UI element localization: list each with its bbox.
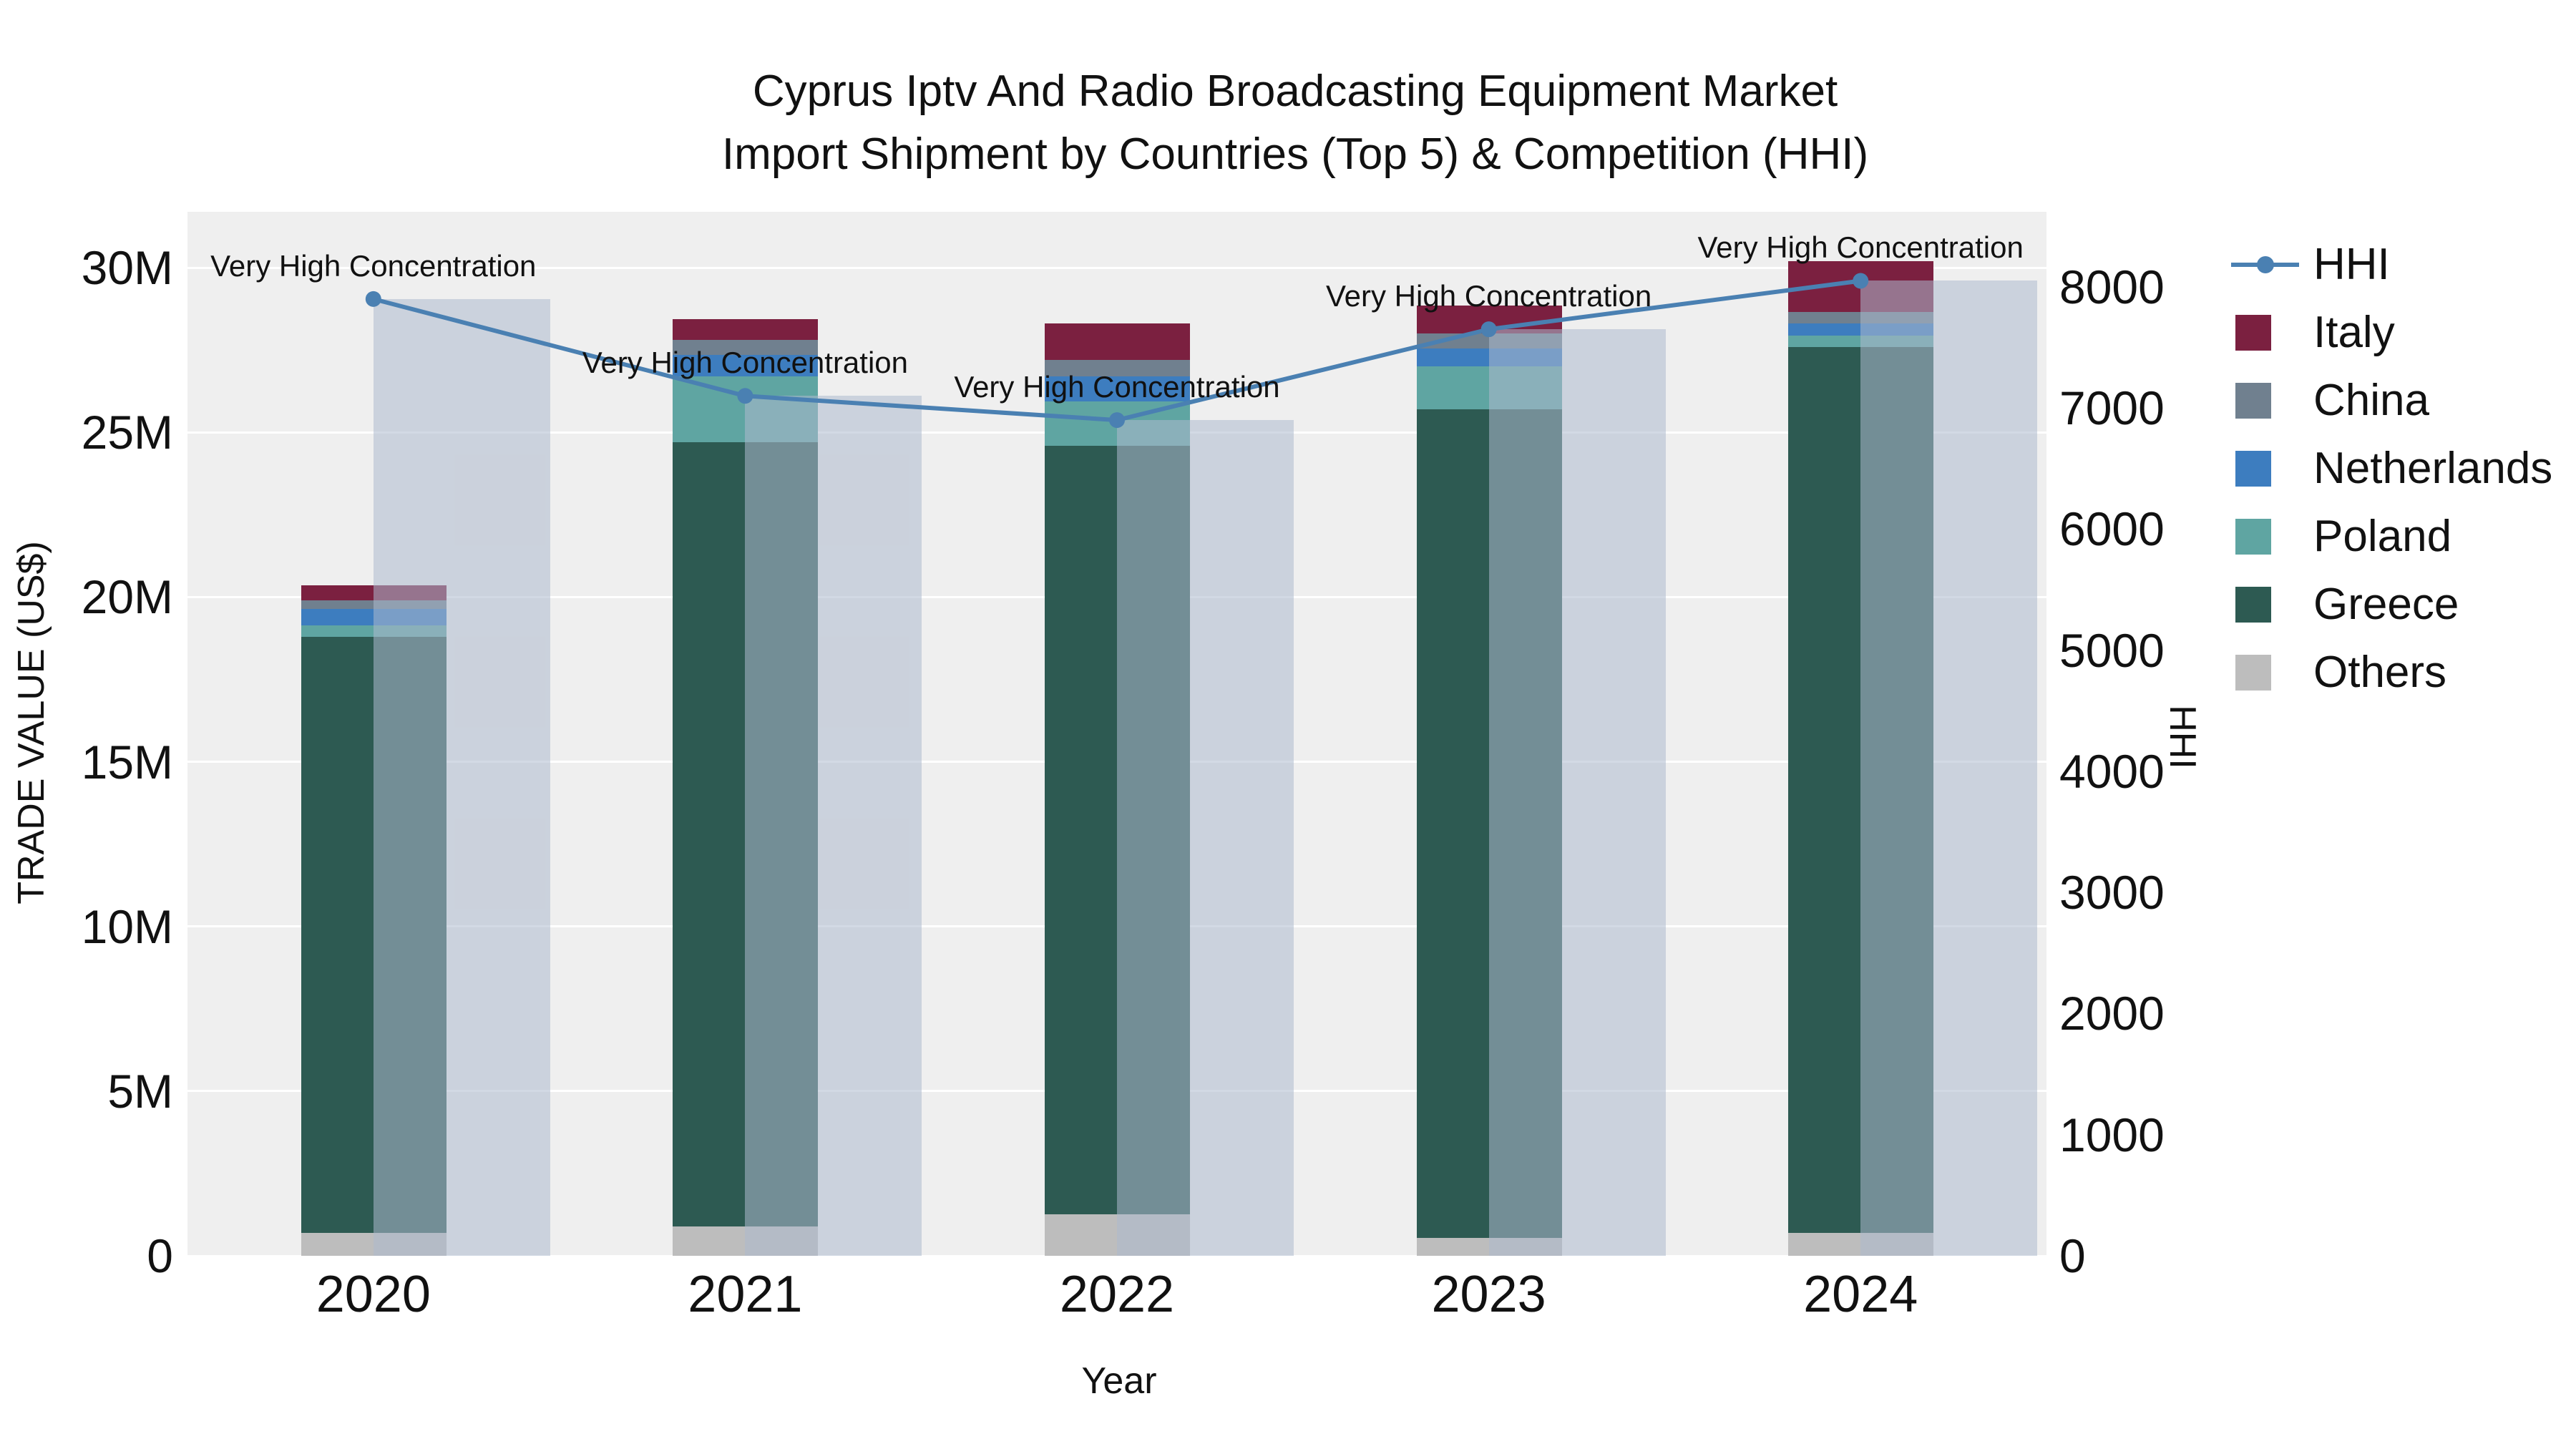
- hhi-line-sample: [2231, 246, 2306, 283]
- x-axis-tick: 2023: [1431, 1266, 1546, 1323]
- x-axis-tick: 2024: [1803, 1266, 1918, 1323]
- hhi-bar[interactable]: [745, 396, 922, 1256]
- legend: HHI Italy China Netherlands Poland Greece Othe…: [2231, 230, 2552, 706]
- right-axis-title: HHI: [2162, 705, 2203, 769]
- y-axis-tick-left: 25M: [81, 406, 173, 459]
- bar-segment-netherlands[interactable]: [1045, 376, 1190, 401]
- bar-segment-china[interactable]: [673, 340, 819, 356]
- legend-color-swatch: [2235, 586, 2271, 623]
- y-axis-tick-right: 7000: [2059, 381, 2165, 435]
- legend-swatch-greece: [2231, 586, 2306, 623]
- legend-label: Poland: [2313, 512, 2452, 561]
- hhi-annotation: Very High Concentration: [210, 248, 537, 283]
- legend-label: Others: [2313, 648, 2447, 697]
- y-axis-tick-left: 15M: [81, 735, 173, 789]
- hhi-marker[interactable]: [1853, 273, 1869, 289]
- legend-color-swatch: [2235, 518, 2271, 555]
- y-axis-tick-left: 20M: [81, 570, 173, 624]
- grid-line: [187, 1254, 2046, 1257]
- y-axis-tick-right: 1000: [2059, 1108, 2165, 1161]
- legend-swatch-poland: [2231, 518, 2306, 555]
- x-axis-tick: 2021: [688, 1266, 803, 1323]
- legend-label: China: [2313, 376, 2429, 425]
- y-axis-tick-right: 6000: [2059, 502, 2165, 556]
- x-axis-tick: 2020: [316, 1266, 431, 1323]
- y-axis-tick-right: 4000: [2059, 744, 2165, 798]
- legend-label: Italy: [2313, 308, 2395, 357]
- hhi-bar[interactable]: [1860, 280, 2038, 1256]
- legend-color-swatch: [2235, 450, 2271, 487]
- chart-title-line2: Import Shipment by Countries (Top 5) & C…: [721, 130, 1869, 179]
- grid-line: [187, 266, 2046, 269]
- x-axis-tick: 2022: [1059, 1266, 1175, 1323]
- legend-swatch-china: [2231, 382, 2306, 419]
- legend-item-others[interactable]: Others: [2231, 638, 2552, 706]
- legend-label: Greece: [2313, 580, 2459, 629]
- bar-segment-netherlands[interactable]: [673, 355, 819, 377]
- y-axis-tick-left: 0: [147, 1229, 173, 1282]
- legend-item-netherlands[interactable]: Netherlands: [2231, 434, 2552, 502]
- y-axis-tick-right: 3000: [2059, 866, 2165, 919]
- hhi-marker[interactable]: [1480, 321, 1497, 338]
- legend-item-poland[interactable]: Poland: [2231, 502, 2552, 570]
- plot-area: Very High Concentration Very High Concent…: [187, 212, 2046, 1257]
- legend-item-greece[interactable]: Greece: [2231, 570, 2552, 638]
- hhi-annotation: Very High Concentration: [954, 370, 1280, 404]
- hhi-bar[interactable]: [1488, 329, 1666, 1256]
- hhi-marker[interactable]: [737, 388, 753, 404]
- x-axis-title: Year: [1081, 1360, 1157, 1402]
- hhi-marker[interactable]: [1109, 412, 1125, 429]
- legend-label: Netherlands: [2313, 444, 2553, 493]
- y-axis-tick-right: 8000: [2059, 260, 2165, 313]
- bar-segment-china[interactable]: [1045, 360, 1190, 377]
- legend-item-china[interactable]: China: [2231, 366, 2552, 434]
- legend-color-swatch: [2235, 314, 2271, 351]
- hhi-bar[interactable]: [373, 298, 550, 1256]
- legend-color-swatch: [2235, 382, 2271, 419]
- legend-swatch-others: [2231, 654, 2306, 691]
- legend-item-hhi[interactable]: HHI: [2231, 230, 2552, 298]
- y-axis-tick-left: 5M: [107, 1064, 173, 1118]
- legend-label: HHI: [2313, 240, 2390, 289]
- hhi-bar[interactable]: [1117, 420, 1294, 1256]
- y-axis-tick-left: 10M: [81, 899, 173, 953]
- bar-segment-italy[interactable]: [1045, 323, 1190, 361]
- legend-marker-dot: [2257, 255, 2274, 273]
- y-axis-tick-right: 2000: [2059, 987, 2165, 1040]
- chart-title: Cyprus Iptv And Radio Broadcasting Equip…: [43, 60, 2547, 186]
- bar-segment-italy[interactable]: [673, 318, 819, 341]
- y-axis-tick-right: 5000: [2059, 623, 2165, 677]
- hhi-annotation: Very High Concentration: [582, 346, 909, 380]
- hhi-line-layer: [365, 273, 1869, 429]
- hhi-annotation: Very High Concentration: [1325, 279, 1652, 313]
- legend-item-italy[interactable]: Italy: [2231, 298, 2552, 366]
- hhi-annotation: Very High Concentration: [1697, 230, 2024, 265]
- y-axis-tick-left: 30M: [81, 241, 173, 295]
- legend-swatch-netherlands: [2231, 450, 2306, 487]
- legend-swatch-italy: [2231, 314, 2306, 351]
- y-axis-tick-right: 0: [2059, 1229, 2086, 1282]
- legend-color-swatch: [2235, 654, 2271, 691]
- hhi-marker[interactable]: [365, 291, 381, 307]
- chart-title-line1: Cyprus Iptv And Radio Broadcasting Equip…: [752, 67, 1838, 116]
